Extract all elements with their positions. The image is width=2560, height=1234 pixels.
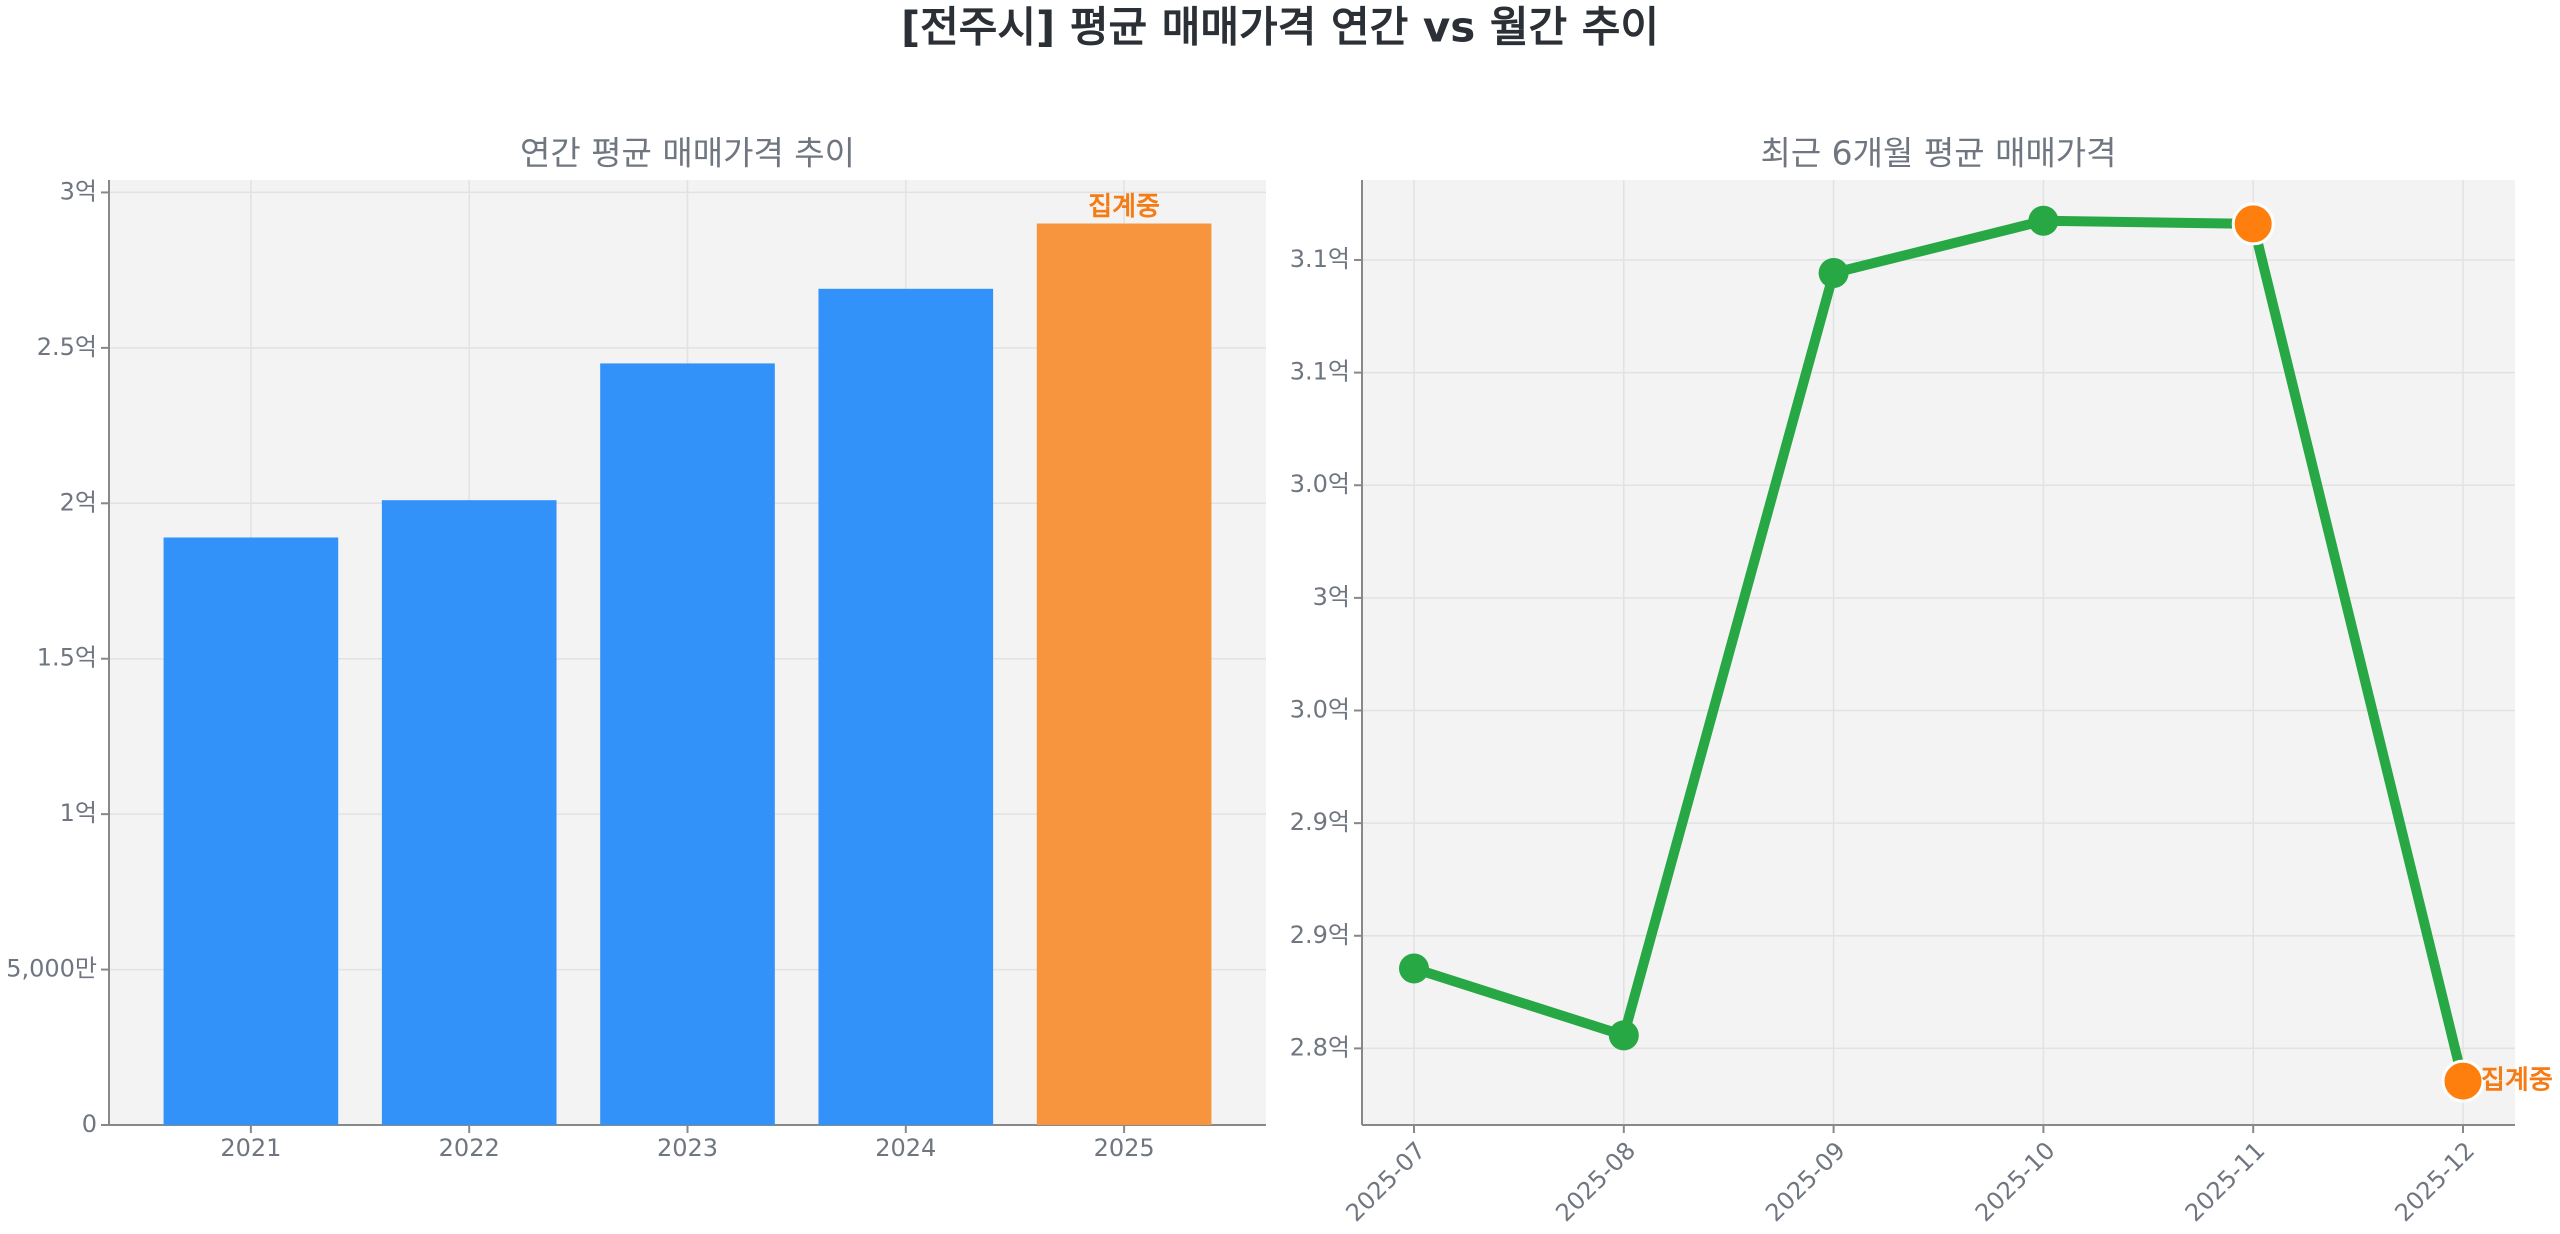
chart-title: 최근 6개월 평균 매매가격 (1760, 134, 2116, 173)
y-tick-label: 3.1억 (1290, 245, 1350, 273)
x-tick-label: 2023 (657, 1134, 718, 1162)
x-tick-label: 2021 (220, 1134, 281, 1162)
y-tick-label: 1.5억 (37, 644, 97, 672)
marker (2028, 205, 2059, 236)
x-tick-label: 2024 (875, 1134, 936, 1162)
marker (1399, 953, 1429, 984)
x-tick-label: 2025-07 (1340, 1136, 1431, 1227)
y-tick-label: 2.9억 (1290, 921, 1350, 949)
marker (1608, 1020, 1639, 1051)
x-tick-label: 2025-08 (1550, 1136, 1641, 1227)
bar (818, 288, 994, 1126)
y-tick-label: 3.1억 (1290, 358, 1350, 386)
y-tick-label: 1억 (60, 799, 97, 827)
x-tick-label: 2022 (439, 1134, 500, 1162)
bar (163, 537, 339, 1125)
y-tick-label: 3억 (60, 177, 97, 205)
marker (2231, 202, 2275, 246)
bar (1036, 223, 1212, 1126)
y-tick-label: 5,000만 (6, 955, 97, 983)
y-tick-label: 3.0억 (1290, 470, 1350, 498)
figure-title: [전주시] 평균 매매가격 연간 vs 월간 추이 (901, 3, 1659, 52)
annotation: 집계중 (1088, 192, 1160, 222)
y-tick-label: 3억 (1313, 583, 1350, 611)
marker (2441, 1059, 2485, 1103)
x-tick-label: 2025-11 (2180, 1136, 2271, 1227)
x-tick-label: 2025 (1094, 1134, 1155, 1162)
x-tick-label: 2025-10 (1970, 1136, 2061, 1227)
bar (600, 363, 775, 1125)
chart-title: 연간 평균 매매가격 추이 (520, 134, 855, 173)
y-tick-label: 2억 (60, 488, 97, 516)
line (1412, 215, 2468, 1083)
bar (381, 500, 557, 1125)
plot-area (1362, 180, 2515, 1125)
y-tick-label: 2.9억 (1290, 808, 1350, 836)
y-tick-label: 0 (82, 1110, 97, 1138)
y-tick-label: 2.5억 (37, 333, 97, 361)
marker (1818, 258, 1849, 289)
y-tick-label: 2.8억 (1290, 1033, 1350, 1061)
y-tick-label: 3.0억 (1290, 696, 1350, 724)
annotation: 집계중 (2481, 1066, 2553, 1096)
x-tick-label: 2025-12 (2389, 1136, 2480, 1227)
x-tick-label: 2025-09 (1760, 1136, 1851, 1227)
